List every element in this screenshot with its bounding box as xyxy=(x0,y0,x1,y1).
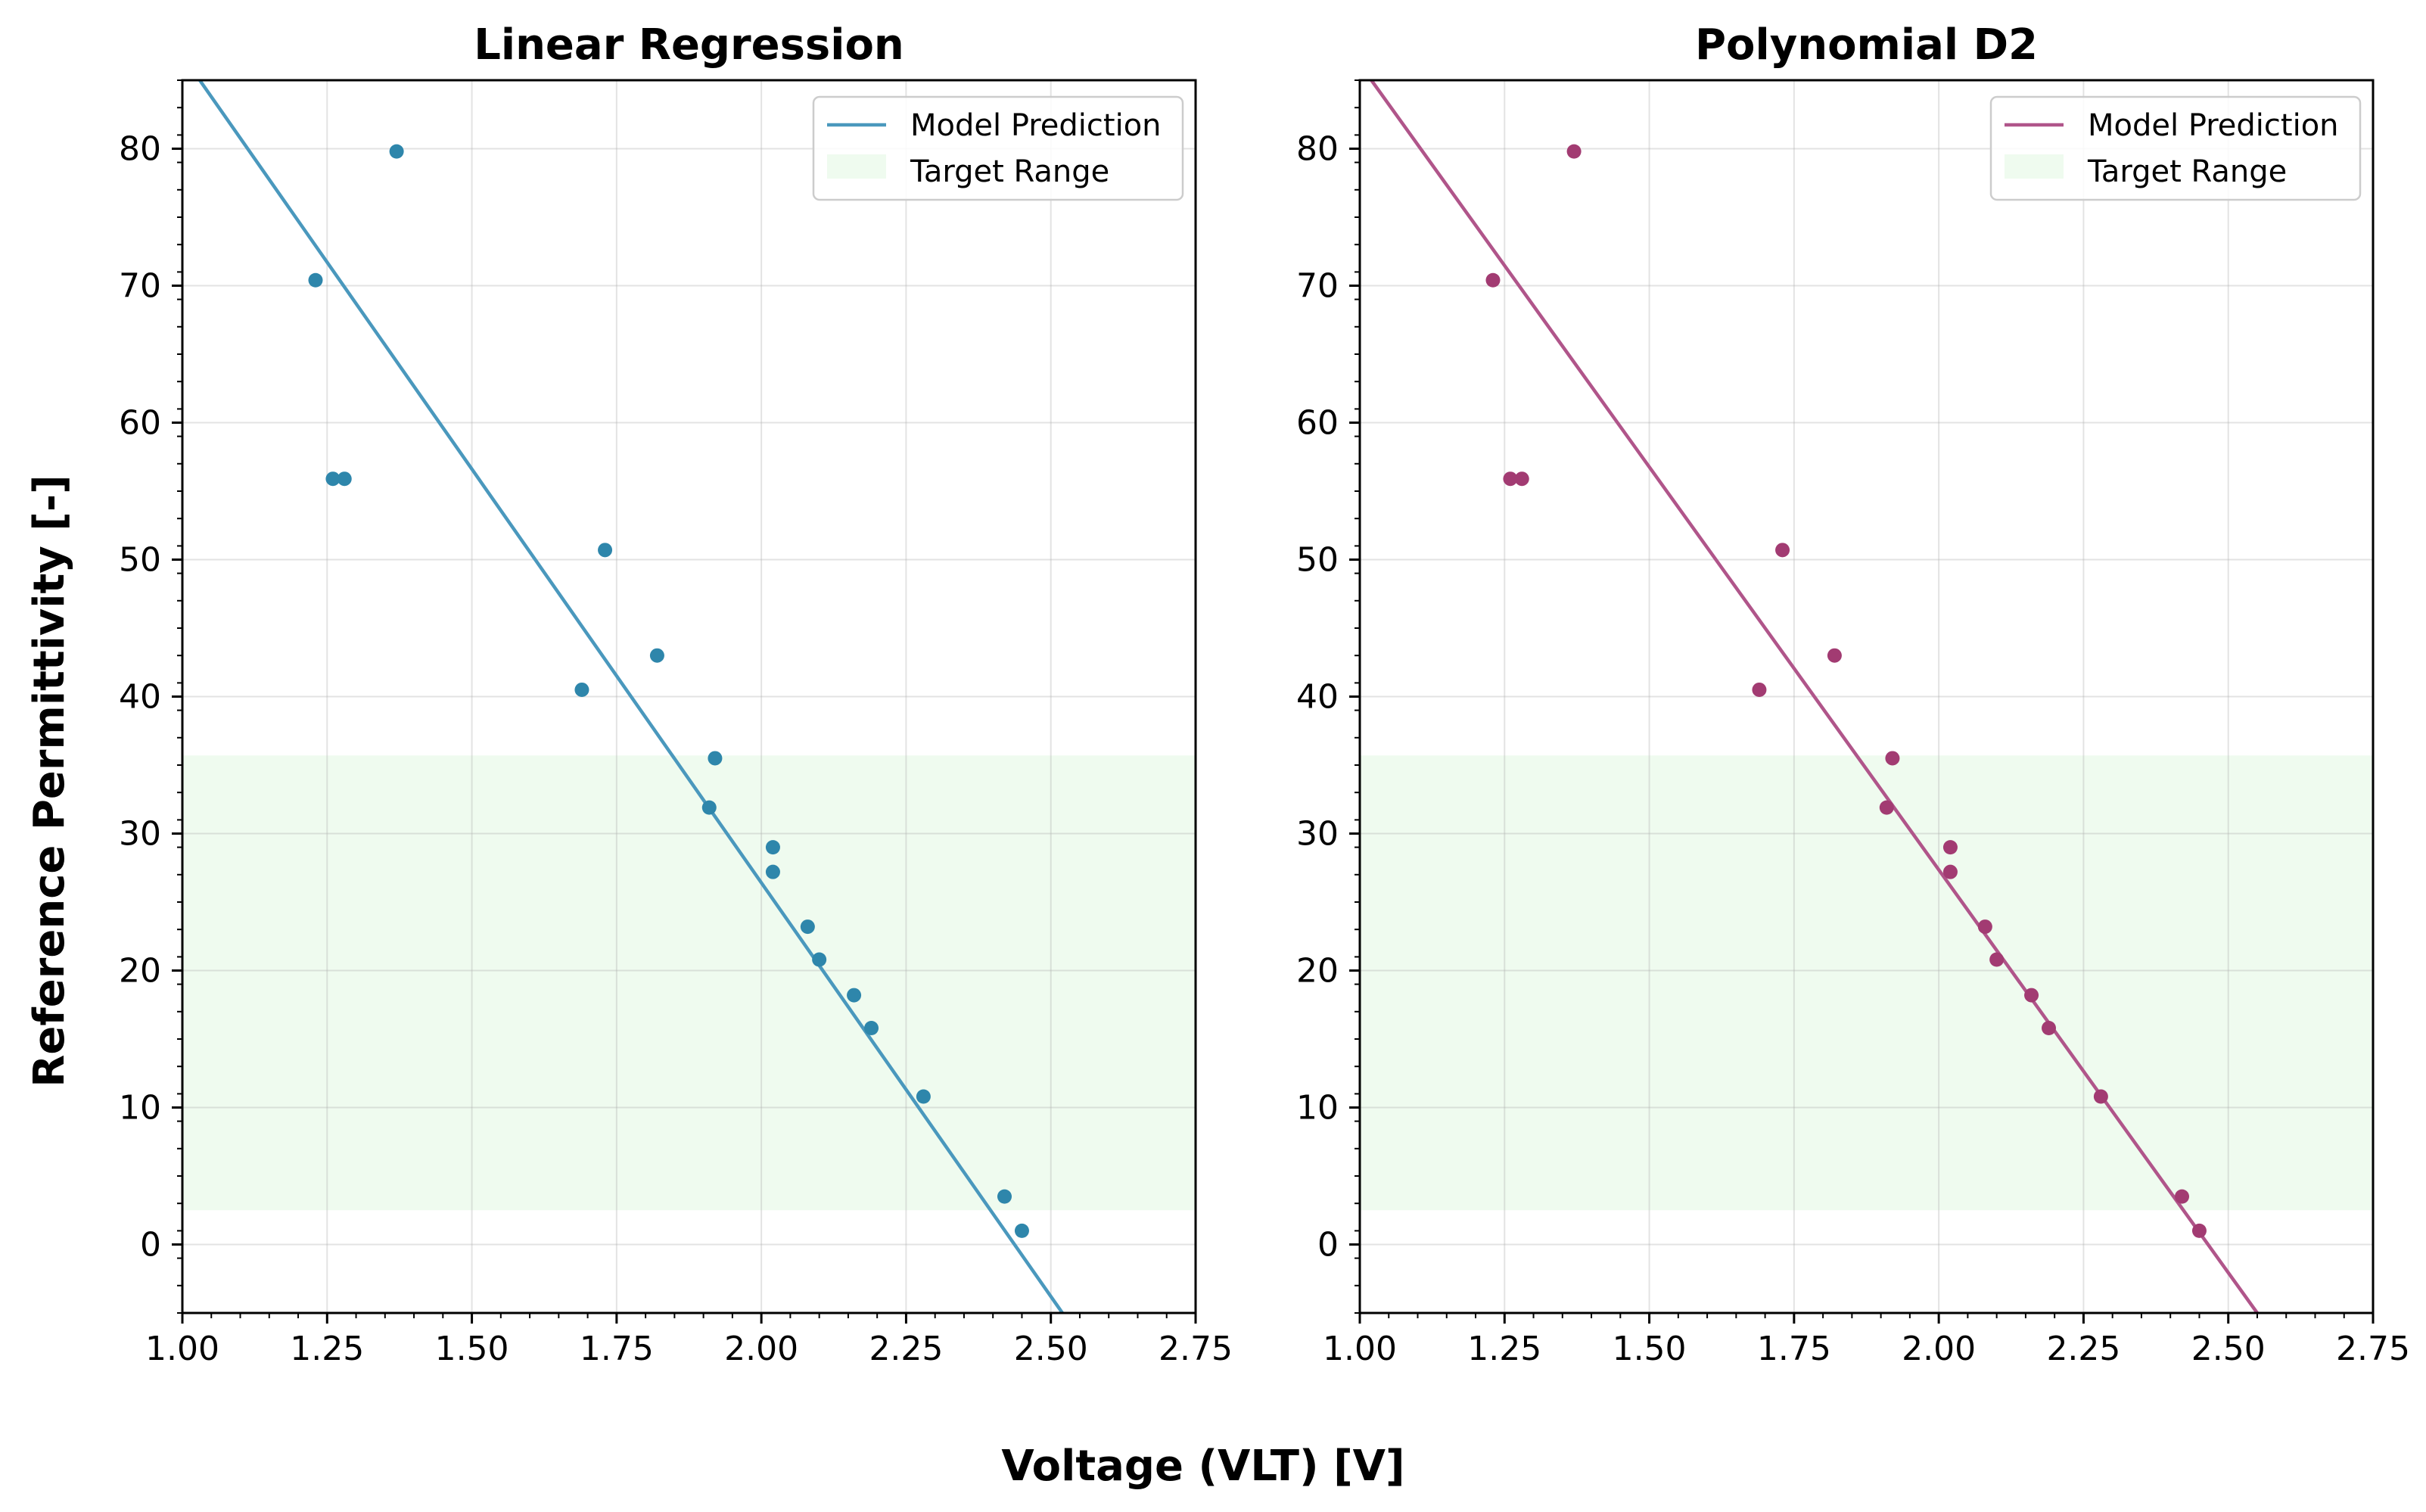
data-point xyxy=(389,144,404,159)
polynomial-d2-panel: 1.00 1.25 1.50 1.75 2.00 2.25 2.50 2.75 0 10 20 30 4… xyxy=(1296,20,2410,1368)
y-tick-label: 80 xyxy=(1296,130,1339,169)
y-tick-label: 60 xyxy=(1296,404,1339,443)
x-tick-label: 2.50 xyxy=(2191,1330,2266,1368)
data-point xyxy=(1485,272,1501,288)
data-point xyxy=(812,952,827,967)
data-point xyxy=(337,471,352,487)
data-point xyxy=(2024,988,2039,1003)
legend: Model Prediction Target Range xyxy=(812,95,1184,201)
x-tick-label: 1.50 xyxy=(435,1330,509,1368)
y-tick-label: 50 xyxy=(1296,541,1339,580)
legend-box xyxy=(812,95,1184,201)
data-point xyxy=(649,648,664,663)
y-tick-label: 30 xyxy=(119,815,161,854)
y-tick-label: 80 xyxy=(119,130,161,169)
y-tick-label: 0 xyxy=(140,1226,161,1265)
y-tick-label: 20 xyxy=(119,952,161,991)
data-point xyxy=(1566,144,1582,159)
x-tick-label: 2.75 xyxy=(1159,1330,1233,1368)
y-tick-label: 50 xyxy=(119,541,161,580)
x-tick-label: 1.25 xyxy=(290,1330,364,1368)
data-point xyxy=(701,800,717,815)
model-prediction-line xyxy=(1370,80,2259,1313)
data-point xyxy=(765,840,780,855)
data-point xyxy=(598,543,613,558)
target-range-band xyxy=(182,755,1196,1211)
data-point xyxy=(800,919,815,935)
data-point xyxy=(2191,1223,2207,1238)
data-point xyxy=(1752,682,1767,697)
legend-label-target: Target Range xyxy=(910,154,1109,189)
y-tick-label: 60 xyxy=(119,404,161,443)
y-tick-label: 0 xyxy=(1317,1226,1339,1265)
data-point xyxy=(1989,952,2005,967)
y-tick-label: 20 xyxy=(1296,952,1339,991)
model-prediction-line xyxy=(198,80,1064,1313)
data-point xyxy=(1014,1223,1029,1238)
y-tick-label: 70 xyxy=(1296,267,1339,306)
x-axis-label: Voltage (VLT) [V] xyxy=(1001,1442,1404,1491)
x-tick-label: 2.25 xyxy=(2046,1330,2120,1368)
legend: Model Prediction Target Range xyxy=(1989,95,2362,201)
x-tick-label: 1.50 xyxy=(1613,1330,1687,1368)
data-point xyxy=(1879,800,1894,815)
chart-title: Linear Regression xyxy=(474,20,904,70)
y-tick-label: 40 xyxy=(119,678,161,717)
target-range-band xyxy=(1360,755,2373,1211)
x-tick-label: 1.25 xyxy=(1467,1330,1541,1368)
data-point xyxy=(1885,751,1900,766)
legend-label-model: Model Prediction xyxy=(910,108,1162,143)
data-point xyxy=(916,1089,931,1104)
linear-regression-panel: 1.00 1.25 1.50 1.75 2.00 2.25 2.50 2.75 0 10 20 30 4… xyxy=(119,20,1233,1368)
data-point xyxy=(1503,471,1518,487)
y-tick-label: 70 xyxy=(119,267,161,306)
data-point xyxy=(1827,648,1842,663)
x-tick-label: 2.50 xyxy=(1014,1330,1088,1368)
x-tick-label: 2.00 xyxy=(724,1330,798,1368)
data-point xyxy=(2175,1189,2190,1204)
x-tick-label: 1.75 xyxy=(1757,1330,1831,1368)
data-point xyxy=(325,471,341,487)
legend-band-swatch xyxy=(2005,154,2064,179)
x-tick-label: 2.00 xyxy=(1902,1330,1976,1368)
data-point xyxy=(765,864,780,879)
legend-label-model: Model Prediction xyxy=(2088,108,2339,143)
data-point xyxy=(1942,864,1958,879)
data-point xyxy=(2093,1089,2108,1104)
y-tick-label: 30 xyxy=(1296,815,1339,854)
y-tick-label: 10 xyxy=(119,1089,161,1128)
data-point xyxy=(308,272,323,288)
x-tick-label: 1.00 xyxy=(1323,1330,1397,1368)
y-axis-label: Reference Permittivity [-] xyxy=(25,474,74,1087)
y-tick-label: 10 xyxy=(1296,1089,1339,1128)
legend-band-swatch xyxy=(827,154,886,179)
legend-label-target: Target Range xyxy=(2087,154,2287,189)
data-point xyxy=(864,1021,879,1036)
data-point xyxy=(847,988,862,1003)
x-tick-label: 1.75 xyxy=(580,1330,654,1368)
data-point xyxy=(997,1189,1012,1204)
data-point xyxy=(708,751,723,766)
data-point xyxy=(1942,840,1958,855)
data-point xyxy=(1775,543,1790,558)
data-point xyxy=(1514,471,1529,487)
data-point xyxy=(1977,919,1992,935)
x-tick-label: 2.25 xyxy=(869,1330,943,1368)
x-tick-label: 1.00 xyxy=(145,1330,219,1368)
chart-title: Polynomial D2 xyxy=(1695,20,2038,70)
x-tick-label: 2.75 xyxy=(2336,1330,2410,1368)
y-tick-label: 40 xyxy=(1296,678,1339,717)
data-point xyxy=(574,682,589,697)
legend-box xyxy=(1989,95,2362,201)
data-point xyxy=(2042,1021,2057,1036)
